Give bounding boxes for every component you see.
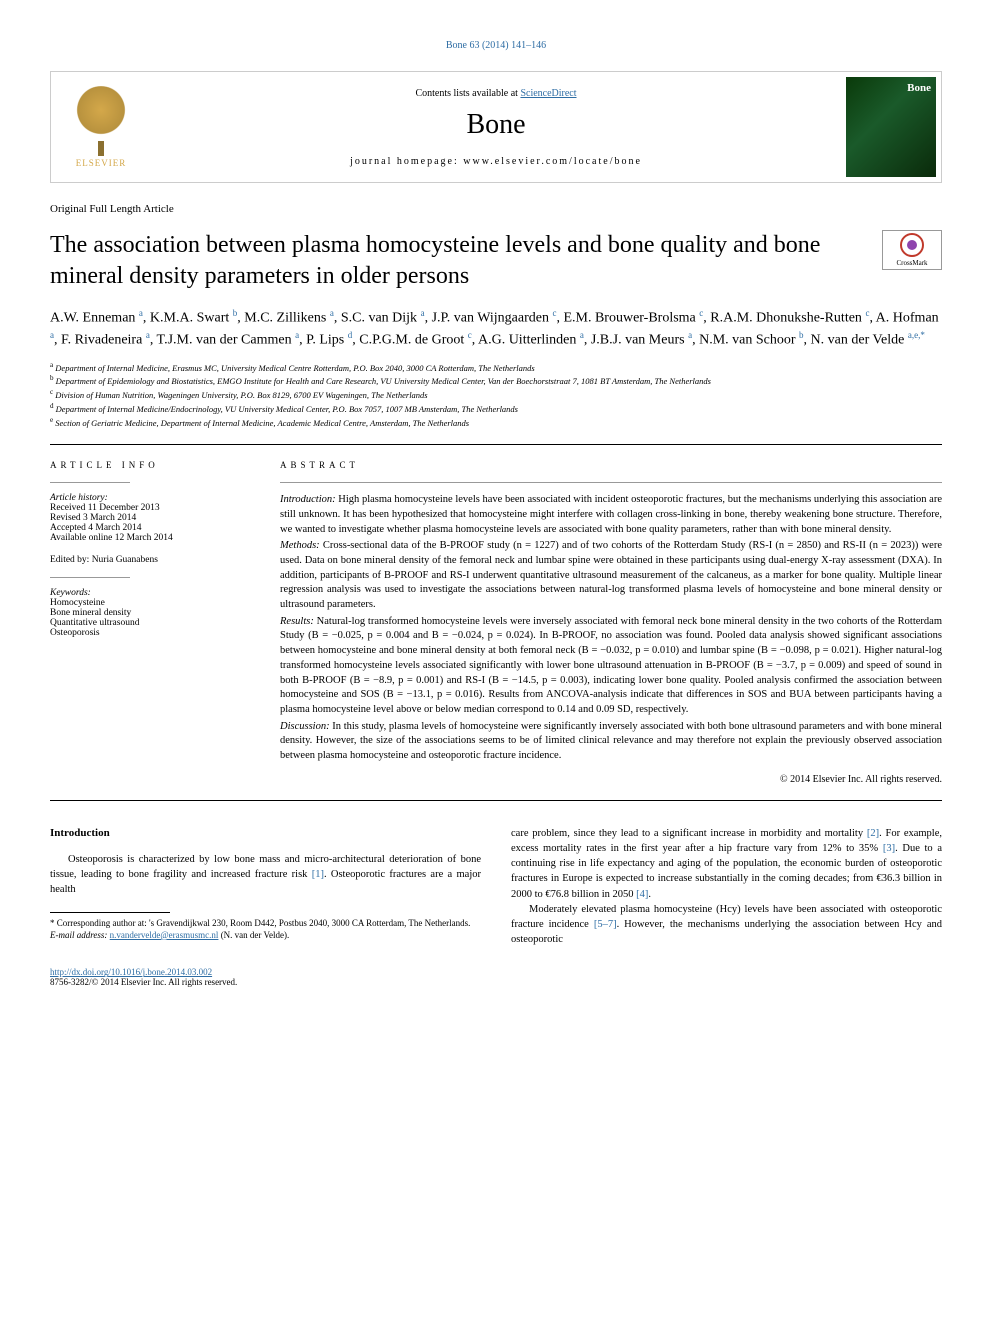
email-suffix: (N. van der Velde). bbox=[218, 930, 289, 940]
homepage-prefix: journal homepage: bbox=[350, 156, 463, 167]
abstract-paragraph: Results: Natural-log transformed homocys… bbox=[280, 615, 942, 718]
abstract-heading: ABSTRACT bbox=[280, 460, 942, 470]
history-line: Accepted 4 March 2014 bbox=[50, 523, 250, 533]
affiliation-line: c Division of Human Nutrition, Wageninge… bbox=[50, 388, 942, 402]
abstract-section-label: Introduction: bbox=[280, 494, 338, 505]
contents-available-line: Contents lists available at ScienceDirec… bbox=[161, 88, 831, 99]
citation-ref[interactable]: [1] bbox=[312, 869, 324, 880]
abstract-paragraph: Discussion: In this study, plasma levels… bbox=[280, 720, 942, 764]
homepage-url: www.elsevier.com/locate/bone bbox=[463, 156, 642, 167]
email-label: E-mail address: bbox=[50, 930, 110, 940]
history-line: Received 11 December 2013 bbox=[50, 503, 250, 513]
info-divider bbox=[50, 482, 130, 483]
article-type: Original Full Length Article bbox=[50, 203, 942, 215]
citation-ref[interactable]: [2] bbox=[867, 828, 879, 839]
homepage-line: journal homepage: www.elsevier.com/locat… bbox=[161, 156, 831, 167]
corresponding-author-footnote: * Corresponding author at: 's Gravendijk… bbox=[50, 918, 481, 930]
affiliation-line: a Department of Internal Medicine, Erasm… bbox=[50, 361, 942, 375]
crossmark-badge[interactable]: CrossMark bbox=[882, 230, 942, 270]
keyword-line: Osteoporosis bbox=[50, 628, 250, 638]
crossmark-label: CrossMark bbox=[896, 259, 927, 267]
abstract-paragraph: Introduction: High plasma homocysteine l… bbox=[280, 493, 942, 537]
citation-ref[interactable]: [4] bbox=[636, 889, 648, 900]
journal-name: Bone bbox=[161, 109, 831, 141]
intro-paragraph-right-2: Moderately elevated plasma homocysteine … bbox=[511, 902, 942, 948]
abstract-section-label: Discussion: bbox=[280, 721, 332, 732]
abstract-column: ABSTRACT Introduction: High plasma homoc… bbox=[280, 460, 942, 784]
info-divider bbox=[50, 577, 130, 578]
abstract-section-label: Methods: bbox=[280, 540, 323, 551]
issn-copyright: 8756-3282/© 2014 Elsevier Inc. All right… bbox=[50, 977, 942, 987]
affiliation-line: b Department of Epidemiology and Biostat… bbox=[50, 374, 942, 388]
divider-line bbox=[50, 800, 942, 801]
article-info-sidebar: ARTICLE INFO Article history: Received 1… bbox=[50, 460, 250, 784]
contents-prefix: Contents lists available at bbox=[415, 88, 520, 99]
abstract-section-label: Results: bbox=[280, 616, 317, 627]
intro-paragraph-left: Osteoporosis is characterized by low bon… bbox=[50, 852, 481, 898]
abstract-paragraph: Methods: Cross-sectional data of the B-P… bbox=[280, 539, 942, 612]
keywords-label: Keywords: bbox=[50, 588, 250, 598]
keyword-line: Homocysteine bbox=[50, 598, 250, 608]
copyright-line: © 2014 Elsevier Inc. All rights reserved… bbox=[280, 774, 942, 785]
doi-link[interactable]: http://dx.doi.org/10.1016/j.bone.2014.03… bbox=[50, 967, 212, 977]
footnote-divider bbox=[50, 912, 170, 913]
journal-cover-thumbnail: Bone bbox=[846, 77, 936, 177]
doi-header: Bone 63 (2014) 141–146 bbox=[50, 40, 942, 51]
introduction-heading: Introduction bbox=[50, 826, 481, 842]
affiliations-list: a Department of Internal Medicine, Erasm… bbox=[50, 361, 942, 430]
email-footnote: E-mail address: n.vandervelde@erasmusmc.… bbox=[50, 930, 481, 942]
history-line: Available online 12 March 2014 bbox=[50, 533, 250, 543]
cover-title: Bone bbox=[907, 82, 931, 94]
body-column-left: Introduction Osteoporosis is characteriz… bbox=[50, 826, 481, 948]
article-info-heading: ARTICLE INFO bbox=[50, 460, 250, 470]
edited-by: Edited by: Nuria Guanabens bbox=[50, 555, 250, 565]
divider-line bbox=[50, 444, 942, 445]
keyword-line: Bone mineral density bbox=[50, 608, 250, 618]
body-column-right: care problem, since they lead to a signi… bbox=[511, 826, 942, 948]
citation-ref[interactable]: [5–7] bbox=[594, 919, 617, 930]
elsevier-label: ELSEVIER bbox=[76, 158, 127, 168]
elsevier-tree-icon bbox=[71, 86, 131, 146]
article-title: The association between plasma homocyste… bbox=[50, 230, 862, 292]
affiliation-line: e Section of Geriatric Medicine, Departm… bbox=[50, 416, 942, 430]
affiliation-line: d Department of Internal Medicine/Endocr… bbox=[50, 402, 942, 416]
sciencedirect-link[interactable]: ScienceDirect bbox=[520, 88, 576, 99]
history-line: Revised 3 March 2014 bbox=[50, 513, 250, 523]
elsevier-logo: ELSEVIER bbox=[51, 77, 151, 177]
corresponding-email-link[interactable]: n.vandervelde@erasmusmc.nl bbox=[110, 930, 219, 940]
authors-list: A.W. Enneman a, K.M.A. Swart b, M.C. Zil… bbox=[50, 307, 942, 350]
keyword-line: Quantitative ultrasound bbox=[50, 618, 250, 628]
page-footer: http://dx.doi.org/10.1016/j.bone.2014.03… bbox=[50, 967, 942, 987]
abstract-divider bbox=[280, 482, 942, 483]
journal-header-box: ELSEVIER Contents lists available at Sci… bbox=[50, 71, 942, 183]
history-label: Article history: bbox=[50, 493, 250, 503]
crossmark-icon bbox=[900, 233, 924, 257]
intro-paragraph-right-1: care problem, since they lead to a signi… bbox=[511, 826, 942, 902]
citation-ref[interactable]: [3] bbox=[883, 843, 895, 854]
